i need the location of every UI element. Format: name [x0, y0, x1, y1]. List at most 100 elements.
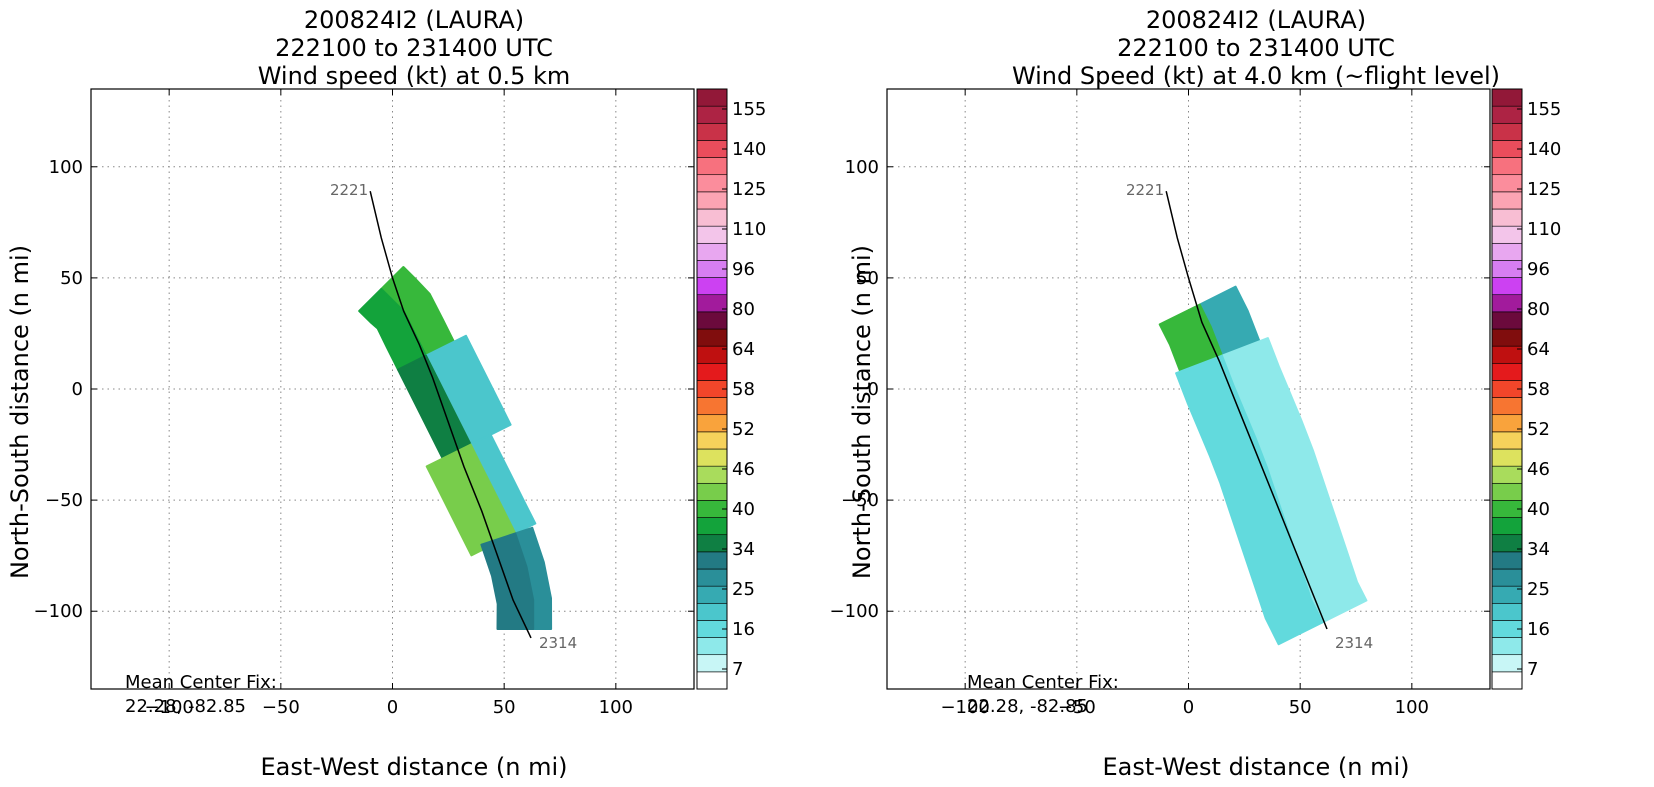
y-tick-label: 100	[49, 157, 83, 178]
wind-speed-region	[425, 443, 517, 557]
colorbar-bin	[696, 517, 728, 536]
colorbar-bin	[1491, 88, 1523, 107]
colorbar-tick-label: 46	[1527, 459, 1550, 480]
colorbar-bin	[696, 448, 728, 467]
colorbar-tick-label: 25	[732, 579, 755, 600]
colorbar-tick-label: 80	[732, 299, 755, 320]
colorbar-bin	[1491, 208, 1523, 227]
colorbar-bin	[696, 602, 728, 621]
colorbar-tick-label: 58	[732, 379, 755, 400]
colorbar-bin	[1491, 482, 1523, 501]
y-tick-label: 0	[868, 379, 879, 400]
colorbar-tick-label: 140	[1527, 139, 1561, 160]
y-tick-label: 0	[72, 379, 83, 400]
colorbar-bin	[1491, 328, 1523, 347]
colorbar-tick-label: 7	[1527, 659, 1538, 680]
x-tick-label: 50	[1289, 697, 1312, 718]
colorbar-bin	[696, 208, 728, 227]
colorbar-bin	[1491, 311, 1523, 330]
mean-center-fix-value: 22.28, -82.85	[125, 696, 246, 717]
x-tick-label: 100	[599, 697, 633, 718]
colorbar-bin	[696, 362, 728, 381]
colorbar-tick-label: 34	[732, 539, 755, 560]
colorbar-tick-label: 52	[1527, 419, 1550, 440]
colorbar-bin	[696, 568, 728, 587]
colorbar-tick-label: 7	[732, 659, 743, 680]
y-axis-label: North-South distance (n mi)	[6, 245, 34, 579]
y-tick-label: −50	[45, 490, 83, 511]
colorbar: 7 16 25 34 40 46 52 58 64 80 96 110 125 140 155	[696, 88, 766, 690]
x-tick-label: −50	[262, 697, 300, 718]
colorbar-bin	[696, 242, 728, 261]
colorbar-tick-label: 34	[1527, 539, 1550, 560]
colorbar-bin	[1491, 397, 1523, 416]
colorbar-tick-label: 16	[1527, 619, 1550, 640]
colorbar-tick-label: 125	[1527, 179, 1561, 200]
colorbar-bin	[1491, 122, 1523, 141]
x-tick-label: 0	[387, 697, 398, 718]
colorbar-tick-label: 25	[1527, 579, 1550, 600]
colorbar-bin	[696, 551, 728, 570]
colorbar-bin	[696, 122, 728, 141]
x-tick-label: −50	[1058, 697, 1096, 718]
wind-speed-region	[480, 532, 535, 630]
colorbar-tick-label: 64	[732, 339, 755, 360]
colorbar-tick-label: 80	[1527, 299, 1550, 320]
x-tick-label: 100	[1395, 697, 1429, 718]
colorbar-tick-label: 110	[1527, 219, 1561, 240]
colorbar-tick-label: 40	[1527, 499, 1550, 520]
track-time-label: 2221	[330, 181, 368, 199]
colorbar-bin	[696, 431, 728, 450]
colorbar-tick-label: 58	[1527, 379, 1550, 400]
colorbar-tick-label: 155	[732, 99, 766, 120]
colorbar-bin	[1491, 602, 1523, 621]
track-time-label: 2314	[539, 634, 577, 652]
track-time-label: 2221	[1126, 181, 1164, 199]
colorbar-bin	[696, 277, 728, 296]
colorbar-bin	[1491, 277, 1523, 296]
colorbar-bin	[1491, 551, 1523, 570]
colorbar-tick-label: 110	[732, 219, 766, 240]
colorbar-bin	[696, 671, 728, 690]
colorbar-bin	[1491, 157, 1523, 176]
colorbar-bin	[1491, 517, 1523, 536]
colorbar: 7 16 25 34 40 46 52 58 64 80 96 110 125 140 155	[1491, 88, 1561, 690]
colorbar-bin	[696, 482, 728, 501]
flight-track	[369, 191, 532, 639]
track-time-label: 2314	[1335, 634, 1373, 652]
y-tick-label: 100	[845, 157, 879, 178]
chart-title-line-1: 200824I2 (LAURA)	[304, 6, 524, 34]
y-tick-label: 50	[856, 268, 879, 289]
colorbar-bin	[1491, 431, 1523, 450]
colorbar-bin	[1491, 568, 1523, 587]
colorbar-tick-label: 125	[732, 179, 766, 200]
x-tick-label: −100	[940, 697, 989, 718]
y-tick-label: 50	[60, 268, 83, 289]
colorbar-tick-label: 64	[1527, 339, 1550, 360]
colorbar-tick-label: 52	[732, 419, 755, 440]
y-tick-label: −50	[841, 490, 879, 511]
wind-field	[358, 191, 553, 639]
colorbar-tick-label: 155	[1527, 99, 1561, 120]
colorbar-tick-label: 40	[732, 499, 755, 520]
colorbar-bin	[696, 191, 728, 210]
wind-speed-panel-4km: 200824I2 (LAURA) 222100 to 231400 UTC Wi…	[830, 6, 1562, 781]
colorbar-tick-label: 46	[732, 459, 755, 480]
chart-title-line-3: Wind speed (kt) at 0.5 km	[258, 62, 571, 90]
x-tick-label: 0	[1183, 697, 1194, 718]
mean-center-fix-value: 22.28, -82.85	[967, 696, 1088, 717]
plot-area: 2221 2314 −100 −50 0 50 100 −100 −50 0 50 100	[34, 88, 695, 718]
plot-area: 2221 2314 −100 −50 0 50 100 −100 −50 0 50 100	[830, 88, 1491, 718]
colorbar-tick-label: 96	[732, 259, 755, 280]
colorbar-bin	[696, 328, 728, 347]
y-tick-label: −100	[34, 601, 83, 622]
flight-track	[1165, 191, 1328, 630]
x-tick-label: 50	[493, 697, 516, 718]
chart-title-line-3: Wind Speed (kt) at 4.0 km (~flight level…	[1012, 62, 1500, 90]
colorbar-tick-label: 140	[732, 139, 766, 160]
y-axis-label: North-South distance (n mi)	[848, 245, 876, 579]
wind-speed-region	[1175, 354, 1324, 646]
colorbar-bin	[1491, 671, 1523, 690]
colorbar-bin	[1491, 242, 1523, 261]
colorbar-bin	[1491, 362, 1523, 381]
